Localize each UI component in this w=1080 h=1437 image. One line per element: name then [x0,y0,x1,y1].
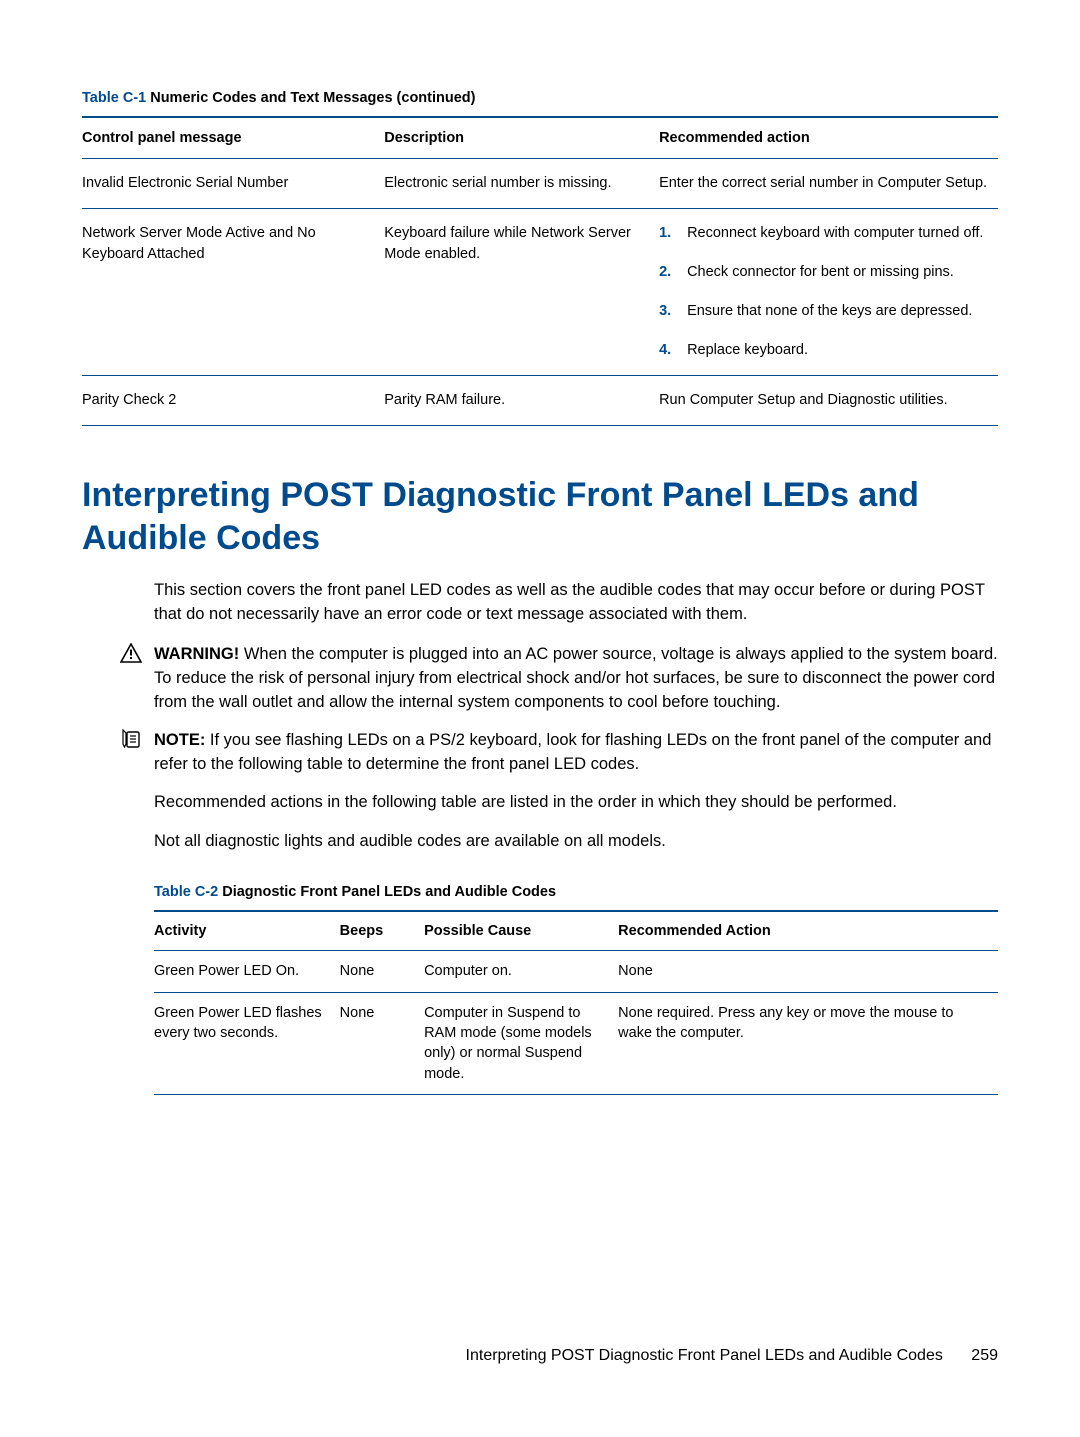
table-c1-title: Numeric Codes and Text Messages (continu… [146,90,475,106]
t1-header-msg: Control panel message [82,117,384,159]
t2-r1-activity: Green Power LED flashes every two second… [154,992,340,1094]
t1-r2-action: Run Computer Setup and Diagnostic utilit… [659,376,998,426]
note-callout: NOTE: If you see flashing LEDs on a PS/2… [154,729,998,777]
note-icon [120,729,144,757]
t1-r2-msg: Parity Check 2 [82,376,384,426]
t1-r1-action: Reconnect keyboard with computer turned … [659,209,998,376]
t1-r0-desc: Electronic serial number is missing. [384,159,659,209]
warning-callout: WARNING! When the computer is plugged in… [154,643,998,715]
section-heading: Interpreting POST Diagnostic Front Panel… [82,474,998,559]
t1-r0-msg: Invalid Electronic Serial Number [82,159,384,209]
action-ordered-list: Reconnect keyboard with computer turned … [659,223,988,361]
t2-header-cause: Possible Cause [424,911,618,951]
t2-r1-cause: Computer in Suspend to RAM mode (some mo… [424,992,618,1094]
t2-header-activity: Activity [154,911,340,951]
warning-text: When the computer is plugged into an AC … [154,645,998,711]
t2-r0-cause: Computer on. [424,951,618,992]
t2-header-action: Recommended Action [618,911,998,951]
page-number: 259 [971,1347,998,1364]
not-all-models-para: Not all diagnostic lights and audible co… [154,830,998,854]
table-c2: Activity Beeps Possible Cause Recommende… [154,910,998,1094]
t2-r1-beeps: None [340,992,424,1094]
list-item: Check connector for bent or missing pins… [687,262,988,283]
table-row: Invalid Electronic Serial Number Electro… [82,159,998,209]
intro-paragraph: This section covers the front panel LED … [154,579,998,627]
note-label: NOTE: [154,731,205,749]
page-footer: Interpreting POST Diagnostic Front Panel… [466,1347,998,1365]
warning-icon [120,643,142,671]
t2-r1-action: None required. Press any key or move the… [618,992,998,1094]
table-c2-prefix: Table C-2 [154,884,218,900]
footer-text: Interpreting POST Diagnostic Front Panel… [466,1347,943,1364]
list-item: Replace keyboard. [687,340,988,361]
note-text: If you see flashing LEDs on a PS/2 keybo… [154,731,991,773]
table-c1-prefix: Table C-1 [82,90,146,106]
t1-r1-msg: Network Server Mode Active and No Keyboa… [82,209,384,376]
t1-header-action: Recommended action [659,117,998,159]
t1-r2-desc: Parity RAM failure. [384,376,659,426]
t2-r0-action: None [618,951,998,992]
t2-r0-activity: Green Power LED On. [154,951,340,992]
table-row: Green Power LED flashes every two second… [154,992,998,1094]
table-c2-caption: Table C-2 Diagnostic Front Panel LEDs an… [154,884,998,900]
t1-r0-action: Enter the correct serial number in Compu… [659,159,998,209]
recommended-order-para: Recommended actions in the following tab… [154,791,998,815]
table-row: Green Power LED On. None Computer on. No… [154,951,998,992]
table-row: Parity Check 2 Parity RAM failure. Run C… [82,376,998,426]
warning-label: WARNING! [154,645,239,663]
page-content: Table C-1 Numeric Codes and Text Message… [0,0,1080,1135]
list-item: Ensure that none of the keys are depress… [687,301,988,322]
t1-r1-desc: Keyboard failure while Network Server Mo… [384,209,659,376]
list-item: Reconnect keyboard with computer turned … [687,223,988,244]
table-c1-caption: Table C-1 Numeric Codes and Text Message… [82,90,998,106]
t2-r0-beeps: None [340,951,424,992]
table-row: Network Server Mode Active and No Keyboa… [82,209,998,376]
t2-header-beeps: Beeps [340,911,424,951]
table-c2-title: Diagnostic Front Panel LEDs and Audible … [218,884,556,900]
t1-header-desc: Description [384,117,659,159]
table-c1: Control panel message Description Recomm… [82,116,998,426]
